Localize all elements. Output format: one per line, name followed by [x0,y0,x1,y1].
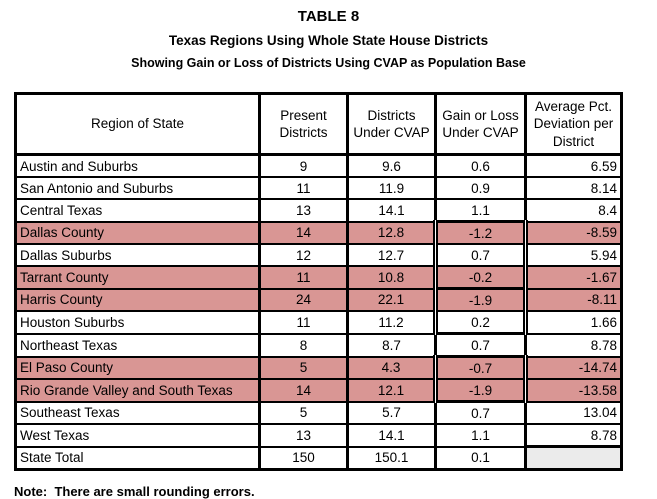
avg-pct-deviation-cell: 8.4 [524,198,623,223]
table-row: Dallas County 14 12.8 -1.2 -8.59 [14,220,623,246]
present-districts-cell: 9 [258,153,349,179]
gain-or-loss-cell: -1.9 [433,287,528,313]
gain-or-loss-cell: 1.1 [434,198,527,223]
table-row: Rio Grande Valley and South Texas 14 12.1-… [14,378,623,404]
page-subtitle: Texas Regions Using Whole State House Di… [168,33,489,48]
table-row: Southeast Texas 5 5.7 0.7 13.04 [14,400,623,426]
table-row: Northeast Texas 8 8.7 0.7 8.78 [14,332,623,358]
page-title: TABLE 8 [297,8,360,25]
table-row: Tarrant County 11 10.8 -0.2 -1.67 [14,265,623,291]
present-districts-cell: 5 [258,355,349,381]
title-block: TABLE 8 Texas Regions Using Whole State … [0,0,657,71]
districts-under-cvap-cell: 150.1 [346,445,437,471]
table-row: San Antonio and Suburbs 11 11.9 0.9 8.14 [14,176,623,201]
column-header-0: Region of State [14,92,261,157]
gain-or-loss-cell: 0.1 [434,445,527,471]
column-header-2: Districts Under CVAP [346,92,437,157]
districts-under-cvap-cell: 12.8 [346,220,437,246]
avg-pct-deviation-cell: 6.59 [524,153,623,179]
districts-under-cvap-cell: 4.3 [346,355,437,381]
table-row: State Total 150 150.1 0.1 [14,445,623,472]
avg-pct-deviation-cell: 8.14 [524,176,623,201]
header-row: Region of State Present Districts District… [14,92,623,157]
districts-under-cvap-cell: 12.7 [346,243,437,268]
table-row: Austin and Suburbs 9 9.6 0.6 6.59 [14,153,623,179]
column-header-1: Present Districts [258,92,349,157]
districts-under-cvap-cell: 14.1 [346,423,437,448]
districts-under-cvap-cell: 8.7 [346,332,437,358]
table-row: Dallas Suburbs 12 12.7 0.7 5.94 [14,243,623,268]
gain-or-loss-cell: -1.9 [433,378,528,404]
region-cell: Houston Suburbs [14,310,261,335]
region-cell: El Paso County [14,355,261,381]
avg-pct-deviation-cell: 8.78 [524,423,623,448]
gain-or-loss-cell: 1.1 [434,423,527,448]
gain-or-loss-cell: 0.6 [434,153,527,179]
region-cell: Northeast Texas [14,332,261,358]
present-districts-cell: 24 [258,287,349,313]
present-districts-cell: 14 [258,220,349,246]
districts-under-cvap-cell: 11.9 [346,176,437,201]
present-districts-cell: 5 [258,400,349,426]
avg-pct-deviation-cell: 13.04 [524,400,623,426]
region-cell: Central Texas [14,198,261,223]
districts-under-cvap-cell: 5.7 [346,400,437,426]
present-districts-cell: 13 [258,423,349,448]
avg-pct-deviation-cell: 1.66 [524,310,623,335]
districts-table: Region of State Present Districts District… [14,92,623,472]
present-districts-cell: 11 [258,310,349,335]
region-cell: Rio Grande Valley and South Texas [14,378,261,403]
region-cell: Austin and Suburbs [14,153,261,179]
avg-pct-deviation-cell: 8.78 [524,332,623,358]
table-body: Austin and Suburbs 9 9.6 0.6 6.59 San Antonio… [14,153,623,472]
region-cell: Harris County [14,287,261,313]
present-districts-cell: 12 [258,243,349,268]
region-cell: West Texas [14,423,261,448]
gain-or-loss-cell: 0.2 [433,310,528,336]
present-districts-cell: 8 [258,332,349,358]
present-districts-cell: 11 [258,176,349,201]
footnote: Note: There are small rounding errors. [14,484,255,499]
region-cell: Dallas County [14,220,261,246]
avg-pct-deviation-cell: -8.11 [524,287,623,313]
column-header-4: Average Pct. Deviation per District [524,92,623,157]
table-row: Harris County 24 22.1 -1.9 -8.11 [14,287,623,313]
gain-or-loss-cell: 0.9 [434,176,527,201]
districts-under-cvap-cell: 12.1 [346,378,437,403]
avg-pct-deviation-cell [524,445,623,472]
region-cell: San Antonio and Suburbs [14,176,261,201]
avg-pct-deviation-cell: -1.67 [524,265,623,290]
present-districts-cell: 14 [258,378,349,403]
page-subtitle-2: Showing Gain or Loss of Districts Using … [131,56,526,71]
avg-pct-deviation-cell: -13.58 [524,378,623,403]
table-row: Central Texas 13 14.1 1.1 8.4 [14,198,623,223]
table-row: West Texas 13 14.1 1.1 8.78 [14,423,623,448]
districts-under-cvap-cell: 10.8 [346,265,437,290]
region-cell: Southeast Texas [14,400,261,426]
districts-under-cvap-cell: 11.2 [346,310,437,335]
avg-pct-deviation-cell: -8.59 [524,220,623,246]
gain-or-loss-cell: 0.7 [433,243,528,268]
present-districts-cell: 150 [258,445,349,471]
region-cell: Dallas Suburbs [14,243,261,268]
districts-under-cvap-cell: 14.1 [346,198,437,223]
column-header-3: Gain or Loss Under CVAP [434,92,527,157]
region-cell: Tarrant County [14,265,261,290]
gain-or-loss-cell: -0.2 [433,265,528,291]
gain-or-loss-cell: 0.7 [434,400,527,426]
districts-under-cvap-cell: 22.1 [346,287,437,313]
table-row: Houston Suburbs 11 11.2 0.2 1.66 [14,310,623,336]
avg-pct-deviation-cell: -14.74 [524,355,623,381]
region-cell: State Total [14,445,261,471]
gain-or-loss-cell: 0.7 [434,332,527,358]
avg-pct-deviation-cell: 5.94 [524,243,623,268]
present-districts-cell: 13 [258,198,349,223]
table-header: Region of State Present Districts District… [14,92,623,157]
table-row: El Paso County 5 4.3 -0.7 -14.74 [14,355,623,381]
present-districts-cell: 11 [258,265,349,290]
districts-under-cvap-cell: 9.6 [346,153,437,179]
gain-or-loss-cell: -1.2 [433,220,528,246]
gain-or-loss-cell: -0.7 [433,355,528,381]
